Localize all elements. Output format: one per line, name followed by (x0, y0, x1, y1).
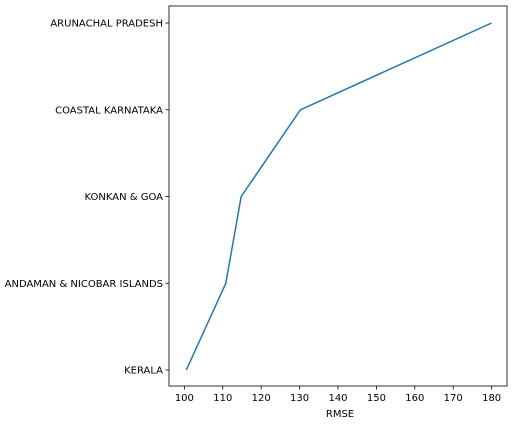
x-axis: 100 110 120 130 140 150 160 170 180 (175, 386, 501, 404)
y-axis: KERALA ANDAMAN & NICOBAR ISLANDS KONKAN & … (5, 19, 169, 377)
plot-frame (168, 5, 508, 387)
y-tick-label: ARUNACHAL PRADESH (50, 19, 163, 30)
x-tick-label: 180 (482, 393, 501, 404)
x-axis-label: RMSE (326, 409, 354, 420)
x-tick-label: 150 (367, 393, 386, 404)
x-tick-label: 110 (213, 393, 232, 404)
x-tick-label: 130 (290, 393, 309, 404)
x-tick-label: 120 (252, 393, 271, 404)
y-tick-label: KONKAN & GOA (84, 192, 163, 203)
x-tick-label: 140 (328, 393, 347, 404)
y-tick-label: ANDAMAN & NICOBAR ISLANDS (5, 279, 163, 290)
series-line (185, 22, 492, 371)
x-tick-label: 160 (405, 393, 424, 404)
y-tick-label: KERALA (124, 366, 163, 377)
y-tick-label: COASTAL KARNATAKA (55, 105, 163, 116)
x-tick-label: 100 (175, 393, 194, 404)
x-tick-label: 170 (444, 393, 463, 404)
